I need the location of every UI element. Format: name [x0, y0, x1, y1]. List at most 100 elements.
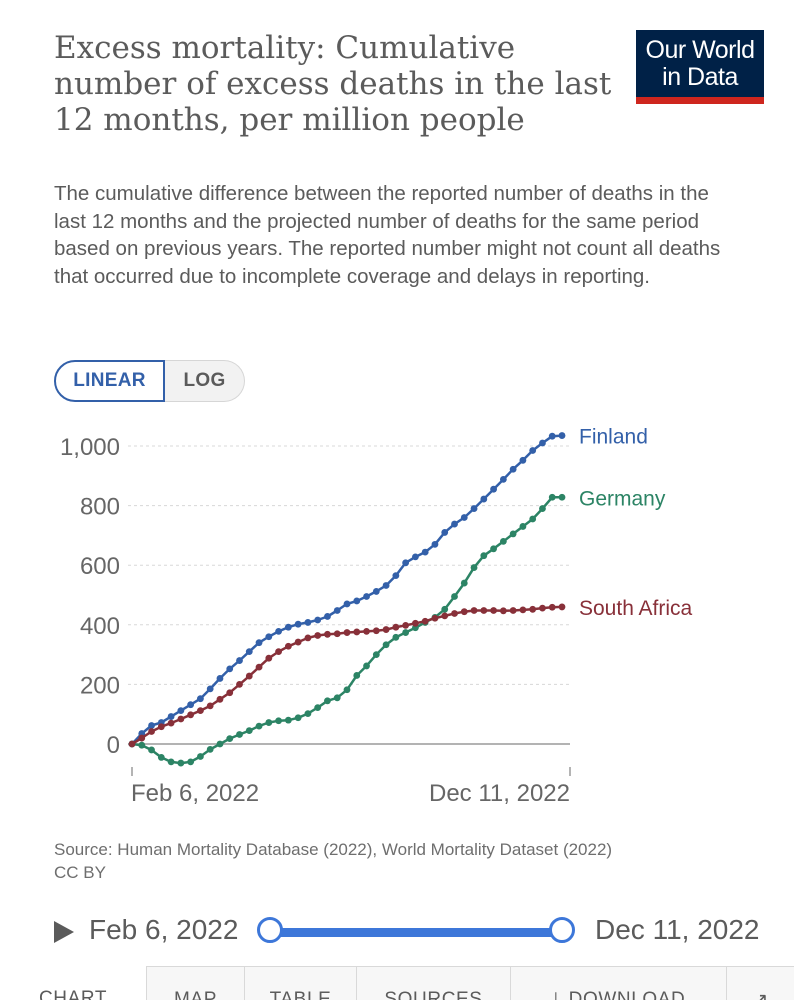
data-point-germany — [548, 493, 556, 501]
data-point-south-africa — [431, 614, 439, 622]
series-label-finland: Finland — [579, 426, 648, 449]
y-tick-label: 200 — [80, 672, 120, 699]
chart-title: Excess mortality: Cumulative number of e… — [54, 30, 612, 138]
data-point-south-africa — [353, 628, 361, 636]
tab-map[interactable]: MAP — [146, 966, 244, 1000]
timeline-start-handle[interactable] — [257, 917, 283, 943]
logo-line-1: Our World — [645, 35, 755, 64]
tab-sources[interactable]: SOURCES — [356, 966, 510, 1000]
log-scale-button[interactable]: LOG — [165, 360, 245, 402]
data-point-south-africa — [226, 689, 234, 697]
line-chart: 0 200 400 600 800 1,000 Feb 6, 2022 Dec 11, 202… — [60, 426, 693, 807]
chart-subtitle: The cumulative difference between the re… — [54, 182, 721, 288]
tab-share[interactable]: ↗ — [726, 966, 794, 1000]
data-point-finland — [421, 548, 429, 556]
data-point-south-africa — [519, 606, 527, 614]
data-point-germany — [529, 515, 537, 523]
tab-chart[interactable]: CHART — [0, 966, 146, 1000]
data-point-germany — [304, 710, 312, 718]
data-point-germany — [324, 697, 331, 705]
timeline-end-label: Dec 11, 2022 — [595, 914, 760, 945]
data-point-germany — [294, 714, 302, 722]
data-point-germany — [363, 662, 370, 670]
tab-bar: CHART MAP TABLE SOURCES ⤓ DOWNLOAD ↗ — [0, 966, 794, 1000]
data-point-germany — [255, 722, 263, 730]
data-point-germany — [372, 651, 380, 658]
data-point-south-africa — [138, 734, 146, 742]
data-point-south-africa — [177, 715, 185, 723]
data-point-finland — [451, 520, 458, 528]
data-point-south-africa — [265, 654, 273, 662]
timeline-track[interactable] — [270, 928, 562, 937]
data-point-germany — [480, 552, 488, 560]
data-point-finland — [363, 593, 370, 600]
data-point-south-africa — [470, 607, 478, 614]
data-point-finland — [431, 540, 439, 548]
owid-logo[interactable]: Our World in Data — [636, 30, 764, 104]
y-tick-label: 1,000 — [60, 434, 120, 461]
data-point-south-africa — [148, 728, 155, 735]
tab-download[interactable]: ⤓ DOWNLOAD — [510, 966, 726, 1000]
data-point-finland — [548, 432, 556, 440]
data-point-germany — [314, 704, 322, 712]
data-point-south-africa — [255, 663, 263, 671]
data-point-south-africa — [372, 627, 380, 635]
data-point-finland — [304, 619, 312, 626]
data-point-finland — [245, 648, 253, 656]
source-text: Source: Human Mortality Database (2022),… — [54, 840, 613, 859]
data-point-south-africa — [451, 610, 458, 617]
data-point-finland — [177, 707, 185, 715]
data-point-south-africa — [509, 607, 517, 614]
y-tick-label: 0 — [107, 732, 120, 759]
data-point-finland — [539, 439, 546, 447]
linear-scale-button[interactable]: LINEAR — [54, 360, 165, 402]
data-point-south-africa — [197, 707, 204, 715]
data-point-south-africa — [314, 632, 322, 639]
data-point-germany — [236, 731, 243, 738]
data-point-south-africa — [206, 702, 214, 710]
y-tick-label: 400 — [80, 613, 120, 640]
data-point-finland — [255, 639, 263, 647]
data-point-germany — [245, 727, 253, 734]
data-point-south-africa — [529, 605, 537, 613]
x-tick-label-end: Dec 11, 2022 — [429, 780, 570, 807]
data-point-germany — [402, 629, 410, 636]
timeline-end-handle[interactable] — [549, 917, 575, 943]
data-point-germany — [284, 716, 292, 724]
data-point-finland — [324, 613, 331, 620]
play-icon[interactable] — [54, 921, 74, 943]
data-point-germany — [499, 537, 507, 545]
data-point-finland — [265, 633, 273, 641]
data-point-germany — [265, 719, 273, 726]
data-point-south-africa — [245, 672, 253, 680]
data-point-south-africa — [216, 695, 224, 703]
data-point-south-africa — [167, 719, 175, 727]
data-point-germany — [216, 740, 224, 748]
data-point-south-africa — [421, 617, 429, 625]
data-point-finland — [206, 685, 214, 693]
data-point-south-africa — [460, 608, 468, 616]
data-point-finland — [441, 529, 449, 536]
data-point-germany — [157, 754, 165, 761]
data-point-germany — [226, 735, 234, 743]
source-note: Source: Human Mortality Database (2022),… — [54, 838, 764, 884]
data-point-south-africa — [294, 638, 302, 646]
data-point-south-africa — [441, 612, 449, 620]
data-point-germany — [353, 672, 361, 679]
data-point-finland — [480, 495, 488, 503]
data-point-finland — [284, 623, 292, 631]
data-point-germany — [382, 641, 390, 649]
data-point-south-africa — [558, 603, 566, 611]
data-point-germany — [441, 605, 449, 613]
scale-toggle: LINEAR LOG — [54, 360, 245, 402]
tab-table[interactable]: TABLE — [244, 966, 356, 1000]
data-point-finland — [519, 456, 527, 464]
data-point-south-africa — [490, 607, 497, 614]
data-point-germany — [539, 505, 546, 512]
data-point-south-africa — [548, 603, 556, 611]
data-point-finland — [197, 695, 204, 703]
data-point-germany — [206, 745, 214, 753]
data-point-finland — [353, 597, 361, 605]
data-point-germany — [177, 759, 185, 767]
data-point-south-africa — [157, 723, 165, 731]
